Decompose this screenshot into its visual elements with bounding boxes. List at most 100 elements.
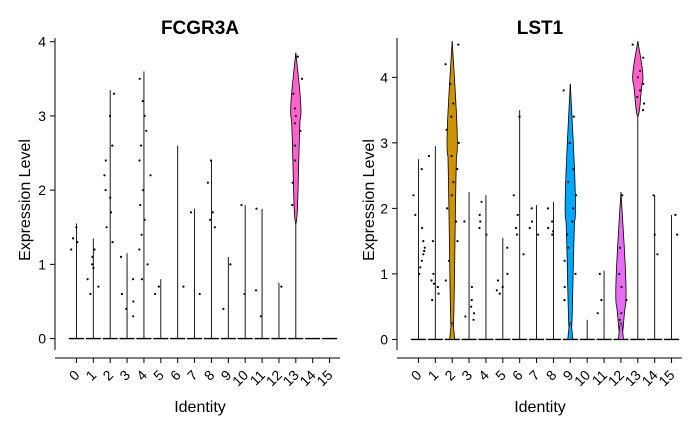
data-point bbox=[512, 194, 515, 197]
data-point bbox=[572, 207, 575, 210]
y-tick-label: 2 bbox=[38, 182, 46, 198]
data-point bbox=[423, 246, 426, 249]
data-point bbox=[291, 203, 294, 207]
x-tick-label: 4 bbox=[475, 367, 492, 384]
data-point bbox=[209, 218, 212, 221]
data-point bbox=[437, 292, 440, 295]
x-tick-label: 4 bbox=[133, 367, 150, 384]
data-point bbox=[551, 220, 554, 223]
panel-title-fcgr3a: FCGR3A bbox=[161, 18, 239, 39]
data-point bbox=[132, 300, 135, 303]
data-point bbox=[145, 129, 148, 132]
data-point bbox=[563, 259, 566, 262]
data-point bbox=[93, 248, 96, 251]
data-point bbox=[598, 272, 601, 275]
x-tick-label: 15 bbox=[655, 367, 677, 389]
data-point bbox=[240, 203, 243, 207]
data-point bbox=[618, 318, 622, 321]
data-point bbox=[568, 141, 571, 144]
data-point bbox=[146, 263, 149, 266]
data-point bbox=[566, 233, 569, 236]
data-point bbox=[450, 154, 453, 158]
violin-body-12 bbox=[615, 191, 627, 341]
y-tick-label: 1 bbox=[38, 256, 46, 272]
data-point bbox=[139, 144, 143, 147]
data-point bbox=[294, 144, 297, 147]
data-point bbox=[89, 292, 92, 296]
data-point bbox=[530, 220, 534, 223]
data-point bbox=[674, 213, 677, 216]
violin-body-2 bbox=[446, 41, 458, 341]
data-point bbox=[563, 285, 566, 289]
data-point bbox=[596, 312, 599, 315]
data-point bbox=[418, 272, 421, 275]
data-point bbox=[138, 77, 141, 80]
data-point bbox=[638, 69, 642, 72]
data-point bbox=[619, 246, 622, 249]
data-point bbox=[103, 174, 106, 177]
data-point bbox=[140, 278, 143, 281]
data-point bbox=[75, 226, 78, 229]
data-point bbox=[620, 312, 623, 315]
data-point bbox=[551, 233, 554, 236]
x-tick-label: 3 bbox=[116, 367, 133, 384]
data-point bbox=[149, 174, 152, 177]
data-point bbox=[296, 55, 299, 58]
data-point bbox=[639, 89, 642, 92]
data-point bbox=[131, 278, 135, 281]
x-tick-label: 6 bbox=[509, 367, 526, 384]
data-point bbox=[138, 159, 141, 162]
data-point bbox=[280, 285, 283, 288]
data-point bbox=[457, 141, 460, 144]
data-point bbox=[412, 194, 415, 197]
data-point bbox=[456, 240, 459, 243]
x-tick-label: 3 bbox=[458, 367, 475, 384]
x-tick-label: 0 bbox=[408, 367, 425, 384]
data-point bbox=[643, 102, 646, 105]
data-point bbox=[255, 207, 258, 210]
data-point bbox=[567, 181, 570, 184]
data-point bbox=[104, 159, 107, 162]
data-point bbox=[567, 246, 570, 249]
data-point bbox=[636, 95, 639, 99]
data-point bbox=[621, 194, 624, 197]
data-point bbox=[140, 233, 143, 236]
data-point bbox=[157, 285, 160, 288]
x-tick-label: 2 bbox=[441, 367, 458, 384]
data-point bbox=[293, 107, 297, 110]
data-point bbox=[496, 279, 500, 282]
data-point bbox=[546, 207, 550, 210]
data-point bbox=[641, 109, 645, 112]
x-tick-label: 6 bbox=[167, 367, 184, 384]
data-point bbox=[516, 213, 519, 216]
data-point bbox=[138, 248, 141, 251]
data-point bbox=[105, 226, 108, 229]
data-point bbox=[108, 114, 112, 117]
data-point bbox=[430, 279, 433, 282]
x-tick-label: 2 bbox=[99, 367, 116, 384]
data-point bbox=[452, 102, 455, 105]
data-point bbox=[291, 181, 294, 184]
data-point bbox=[447, 259, 451, 262]
x-tick-label: 7 bbox=[526, 367, 543, 384]
violin-base-bulb-9 bbox=[567, 322, 574, 340]
data-point bbox=[436, 285, 439, 289]
data-point bbox=[414, 213, 417, 216]
data-point bbox=[479, 220, 482, 223]
violin-body-13 bbox=[290, 52, 302, 225]
data-point bbox=[141, 100, 144, 103]
violin-body-9 bbox=[564, 83, 576, 341]
data-point bbox=[254, 289, 258, 292]
x-tick-label: 8 bbox=[201, 367, 218, 384]
data-point bbox=[182, 285, 185, 288]
data-point bbox=[562, 89, 565, 92]
data-point bbox=[472, 318, 475, 321]
data-point bbox=[571, 220, 574, 223]
data-point bbox=[70, 248, 73, 251]
data-point bbox=[450, 194, 453, 197]
data-point bbox=[528, 226, 531, 230]
data-point bbox=[292, 92, 295, 95]
data-point bbox=[432, 272, 435, 275]
data-point bbox=[211, 211, 214, 214]
